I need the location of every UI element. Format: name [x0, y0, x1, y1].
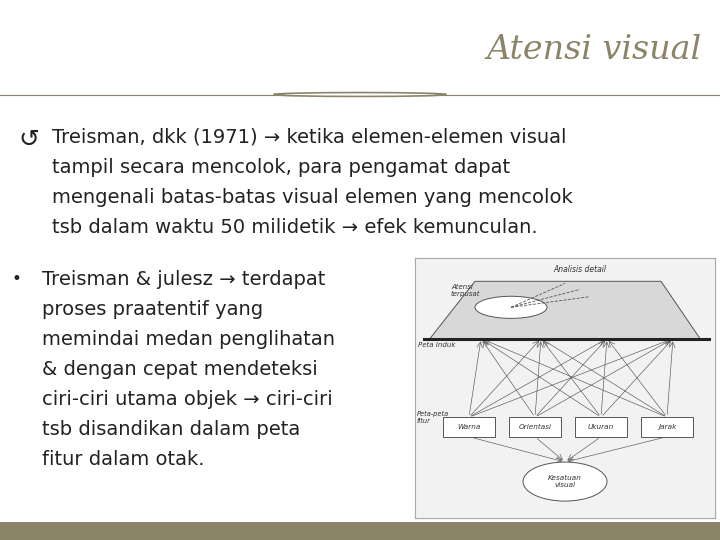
Text: ciri-ciri utama objek → ciri-ciri: ciri-ciri utama objek → ciri-ciri	[42, 390, 333, 409]
Text: Ukuran: Ukuran	[588, 424, 614, 430]
Circle shape	[274, 92, 446, 97]
Text: Atensi visual: Atensi visual	[487, 35, 702, 66]
Text: Jarak: Jarak	[658, 424, 676, 430]
Ellipse shape	[475, 296, 547, 319]
Ellipse shape	[523, 462, 607, 501]
Text: proses praatentif yang: proses praatentif yang	[42, 300, 263, 319]
Text: Treisman, dkk (1971) → ketika elemen-elemen visual: Treisman, dkk (1971) → ketika elemen-ele…	[52, 128, 567, 147]
Text: & dengan cepat mendeteksi: & dengan cepat mendeteksi	[42, 360, 318, 379]
FancyBboxPatch shape	[509, 417, 561, 437]
Text: Treisman & julesz → terdapat: Treisman & julesz → terdapat	[42, 270, 325, 289]
Polygon shape	[430, 281, 700, 339]
Text: Peta-peta
fitur: Peta-peta fitur	[416, 411, 449, 424]
Text: tsb disandikan dalam peta: tsb disandikan dalam peta	[42, 420, 300, 439]
Text: ↺: ↺	[18, 128, 39, 152]
Text: Analisis detail: Analisis detail	[554, 265, 606, 273]
Text: Warna: Warna	[457, 424, 481, 430]
Text: memindai medan penglihatan: memindai medan penglihatan	[42, 330, 335, 349]
Bar	[0, 522, 720, 540]
Bar	[415, 258, 715, 518]
Text: Kesatuan
visual: Kesatuan visual	[548, 475, 582, 488]
Text: •: •	[12, 270, 22, 288]
FancyBboxPatch shape	[575, 417, 627, 437]
FancyBboxPatch shape	[641, 417, 693, 437]
FancyBboxPatch shape	[443, 417, 495, 437]
Text: Peta Induk: Peta Induk	[418, 342, 455, 348]
Text: mengenali batas-batas visual elemen yang mencolok: mengenali batas-batas visual elemen yang…	[52, 188, 572, 207]
Text: tampil secara mencolok, para pengamat dapat: tampil secara mencolok, para pengamat da…	[52, 158, 510, 177]
Text: tsb dalam waktu 50 milidetik → efek kemunculan.: tsb dalam waktu 50 milidetik → efek kemu…	[52, 218, 538, 237]
Text: Atensi
terpusat: Atensi terpusat	[451, 284, 480, 297]
Text: fitur dalam otak.: fitur dalam otak.	[42, 450, 204, 469]
Text: Orientasi: Orientasi	[518, 424, 552, 430]
